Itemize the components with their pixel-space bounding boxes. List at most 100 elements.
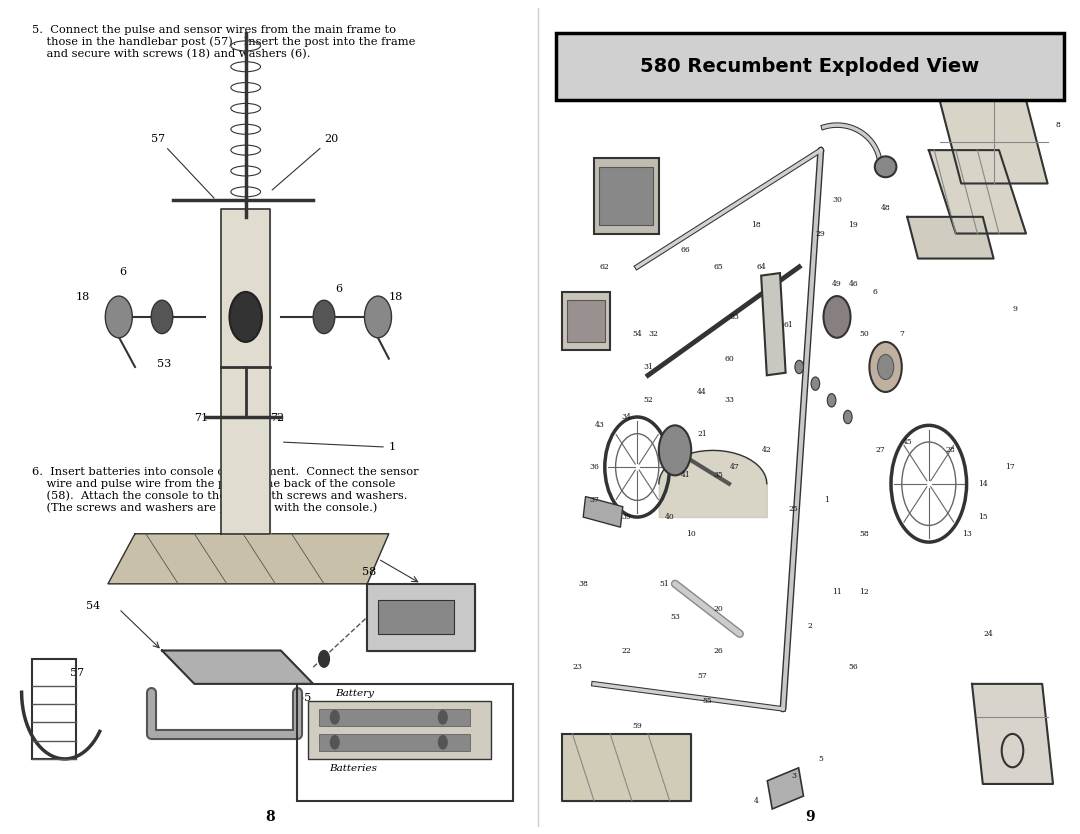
Text: 18: 18 (389, 292, 403, 302)
Circle shape (877, 354, 894, 379)
Circle shape (319, 651, 329, 667)
Text: 10: 10 (686, 530, 697, 538)
Text: 54: 54 (86, 600, 100, 610)
Text: 5.  Connect the pulse and sensor wires from the main frame to
    those in the h: 5. Connect the pulse and sensor wires fr… (32, 25, 416, 59)
Text: 65: 65 (713, 263, 724, 271)
Text: 18: 18 (76, 292, 90, 302)
Text: 1: 1 (824, 496, 828, 505)
Text: 30: 30 (832, 196, 842, 204)
Polygon shape (162, 651, 313, 684)
Text: 72: 72 (270, 413, 284, 423)
Bar (767, 768, 804, 809)
Text: 6.  Insert batteries into console compartment.  Connect the sensor
    wire and : 6. Insert batteries into console compart… (32, 467, 419, 513)
Text: 11: 11 (832, 588, 842, 596)
Text: 3: 3 (792, 771, 796, 780)
Text: 6: 6 (119, 267, 126, 277)
Bar (599, 167, 653, 225)
Text: 27: 27 (875, 446, 886, 455)
Polygon shape (367, 584, 475, 651)
Text: 57: 57 (151, 133, 214, 198)
Circle shape (365, 296, 391, 338)
Polygon shape (562, 734, 691, 801)
Circle shape (659, 425, 691, 475)
Text: 61: 61 (783, 321, 794, 329)
Text: 28: 28 (945, 446, 956, 455)
Text: 20: 20 (713, 605, 724, 613)
Circle shape (330, 736, 339, 749)
Text: 37: 37 (589, 496, 599, 505)
Text: 45: 45 (902, 438, 913, 446)
FancyBboxPatch shape (556, 33, 1064, 100)
Polygon shape (940, 100, 1048, 183)
Polygon shape (221, 208, 270, 534)
Bar (378, 600, 454, 634)
Text: 64: 64 (756, 263, 767, 271)
Text: 43: 43 (594, 421, 605, 430)
Circle shape (824, 296, 851, 338)
Text: 17: 17 (1004, 463, 1015, 471)
Circle shape (438, 711, 447, 724)
Bar (319, 734, 470, 751)
Text: 35: 35 (713, 471, 724, 480)
Text: 50: 50 (859, 329, 869, 338)
Text: 51: 51 (659, 580, 670, 588)
Text: 57: 57 (70, 667, 84, 677)
Text: 49: 49 (832, 279, 842, 288)
Text: 19: 19 (848, 221, 859, 229)
Bar (562, 292, 610, 350)
Text: 53: 53 (157, 359, 171, 369)
Bar (583, 496, 623, 527)
Polygon shape (929, 150, 1026, 234)
Text: 59: 59 (632, 721, 643, 730)
Bar (308, 701, 491, 759)
Text: Batteries: Batteries (329, 765, 377, 773)
Bar (32, 659, 76, 759)
Text: 34: 34 (621, 413, 632, 421)
Circle shape (230, 292, 262, 342)
Circle shape (843, 410, 852, 424)
Text: 24: 24 (983, 630, 994, 638)
Text: 9: 9 (806, 810, 814, 824)
Text: 52: 52 (254, 329, 268, 339)
Text: 38: 38 (578, 580, 589, 588)
Text: 13: 13 (961, 530, 972, 538)
Text: 36: 36 (589, 463, 599, 471)
Circle shape (827, 394, 836, 407)
Text: Compartment: Compartment (324, 704, 396, 712)
Text: 53: 53 (670, 613, 680, 621)
Text: 48: 48 (880, 204, 891, 213)
Bar (297, 684, 513, 801)
Text: 20: 20 (272, 133, 338, 190)
Text: 62: 62 (599, 263, 610, 271)
Text: 5: 5 (819, 755, 823, 763)
Text: 580 Recumbent Exploded View: 580 Recumbent Exploded View (640, 58, 980, 76)
Text: 18: 18 (751, 221, 761, 229)
Text: Battery: Battery (335, 690, 374, 698)
Text: 71: 71 (194, 413, 208, 423)
Circle shape (106, 296, 133, 338)
Text: 63: 63 (729, 313, 740, 321)
Text: 55: 55 (702, 696, 713, 705)
Text: 41: 41 (680, 471, 691, 480)
Ellipse shape (875, 157, 896, 177)
Text: 58: 58 (362, 567, 376, 577)
Text: 57: 57 (697, 671, 707, 680)
Circle shape (438, 736, 447, 749)
Text: 14: 14 (977, 480, 988, 488)
Text: 12: 12 (859, 588, 869, 596)
Text: 29: 29 (815, 229, 826, 238)
Text: 2: 2 (808, 621, 812, 630)
Text: 15: 15 (977, 513, 988, 521)
Bar (594, 158, 659, 234)
Circle shape (811, 377, 820, 390)
Text: 33: 33 (724, 396, 734, 404)
Text: 23: 23 (572, 663, 583, 671)
Circle shape (151, 300, 173, 334)
Text: 66: 66 (680, 246, 691, 254)
Text: 9: 9 (1013, 304, 1017, 313)
Text: 47: 47 (729, 463, 740, 471)
Text: 55: 55 (297, 692, 311, 702)
Circle shape (313, 300, 335, 334)
Text: 32: 32 (648, 329, 659, 338)
Text: 60: 60 (724, 354, 734, 363)
